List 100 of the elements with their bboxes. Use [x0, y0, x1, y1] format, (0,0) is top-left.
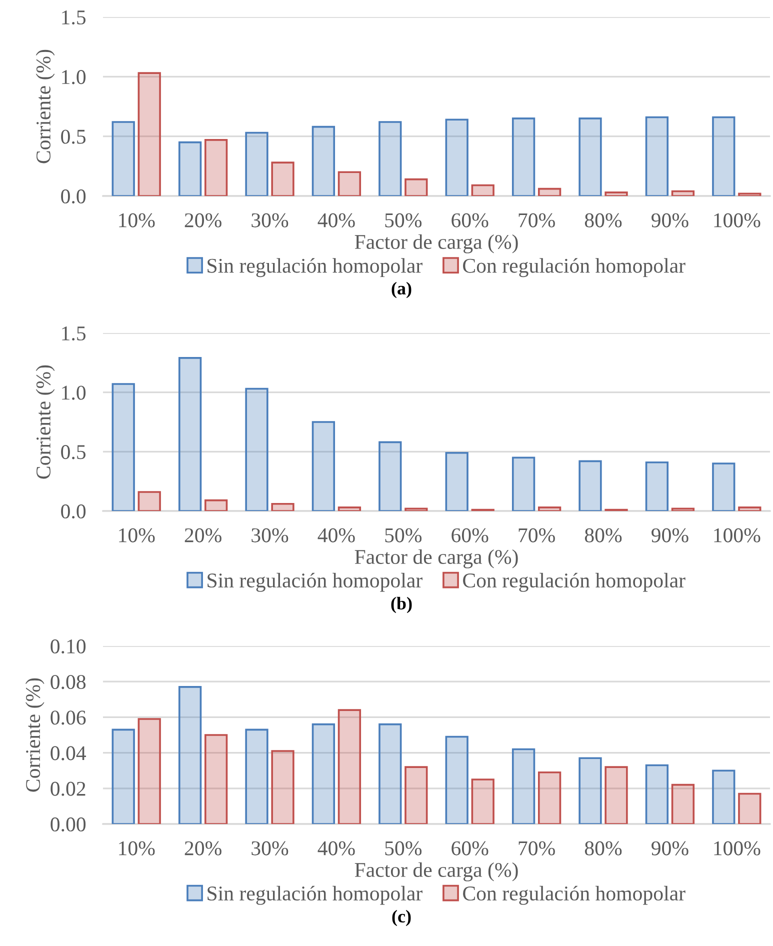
- x-tick-label: 10%: [119, 213, 155, 228]
- x-tick-label: 20%: [184, 841, 222, 856]
- legend-label: Sin regulación homopolar: [208, 886, 422, 905]
- y-tick-label: 0.08: [50, 674, 86, 690]
- y-tick-label: 0.5: [61, 445, 86, 460]
- bar: [578, 757, 602, 824]
- x-tick-label: 100%: [714, 213, 760, 228]
- y-tick-label: 1.5: [62, 10, 86, 25]
- x-tick-label: 80%: [584, 213, 622, 228]
- legend-label: Sin regulación homopolar: [208, 258, 422, 278]
- bar: [512, 456, 536, 511]
- y-tick-label: 1.5: [62, 326, 86, 341]
- x-axis-title: Factor de carga (%): [354, 234, 518, 254]
- x-tick-label: 80%: [584, 528, 622, 542]
- legend-label: Sin regulación homopolar: [208, 572, 422, 592]
- y-tick-label: 0.06: [50, 710, 86, 725]
- y-tick-label: 0.02: [50, 782, 86, 796]
- text: (a): [392, 282, 412, 298]
- bar: [138, 72, 161, 196]
- bar: [312, 421, 336, 511]
- bar: [512, 748, 536, 824]
- y-tick-label: 0.5: [61, 130, 86, 144]
- bar: [445, 452, 468, 511]
- x-tick-label: 30%: [252, 841, 288, 856]
- x-tick-label: 90%: [652, 528, 688, 542]
- x-tick-label: 40%: [318, 841, 355, 856]
- bar: [338, 506, 362, 511]
- bar: [112, 121, 135, 196]
- bar: [245, 388, 268, 511]
- bar: [538, 506, 562, 511]
- bar: [645, 764, 669, 824]
- bar: [404, 766, 428, 824]
- y-axis-title: Corriente (%): [36, 365, 55, 479]
- bar: [671, 508, 695, 511]
- x-tick-label: 60%: [452, 528, 488, 542]
- bar: [578, 460, 602, 511]
- x-tick-label: 60%: [452, 841, 488, 856]
- bar: [178, 357, 202, 511]
- bar: [538, 771, 562, 824]
- bar: [271, 502, 294, 511]
- bar: [245, 132, 268, 196]
- x-tick-label: 100%: [714, 528, 760, 542]
- x-tick-label: 100%: [714, 841, 760, 856]
- bar: [738, 506, 762, 511]
- bar: [712, 462, 736, 511]
- y-tick-label: 0.0: [61, 189, 86, 204]
- legend-label: Con regulación homopolar: [463, 258, 686, 278]
- bar: [112, 383, 135, 511]
- bar: [404, 508, 428, 511]
- legend-label: Con regulación homopolar: [463, 886, 686, 905]
- bar: [178, 686, 202, 824]
- x-tick-label: 60%: [452, 213, 488, 228]
- x-tick-label: 50%: [385, 213, 422, 228]
- bar: [271, 162, 294, 196]
- bar: [338, 709, 362, 824]
- bar: [671, 190, 695, 196]
- bar: [645, 116, 669, 196]
- y-tick-label: 0.04: [50, 746, 86, 760]
- bar: [645, 461, 669, 511]
- bar: [378, 121, 402, 196]
- bar: [404, 178, 428, 196]
- y-axis-title: Corriente (%): [36, 50, 55, 164]
- x-axis-title: Factor de carga (%): [354, 862, 518, 882]
- bar: [471, 184, 494, 196]
- x-tick-label: 30%: [252, 213, 288, 228]
- y-tick-label: 0.0: [61, 504, 86, 519]
- bar: [112, 728, 135, 824]
- y-tick-label: 1.0: [62, 70, 86, 84]
- bar: [712, 770, 736, 824]
- x-axis-title: Factor de carga (%): [354, 549, 518, 568]
- bar: [578, 118, 602, 196]
- x-tick-label: 90%: [652, 841, 688, 856]
- bar: [378, 441, 402, 511]
- bar: [445, 736, 468, 824]
- bar: [512, 118, 536, 196]
- legend-label: Con regulación homopolar: [463, 572, 686, 592]
- bar: [204, 499, 228, 511]
- x-tick-label: 70%: [518, 841, 555, 856]
- text: (c): [392, 910, 411, 926]
- y-tick-label: 0.00: [50, 817, 86, 832]
- bar: [445, 118, 468, 196]
- x-tick-label: 20%: [184, 213, 222, 228]
- bar: [712, 116, 736, 196]
- bar: [312, 126, 336, 196]
- bar: [604, 766, 628, 824]
- x-tick-label: 50%: [385, 841, 422, 856]
- x-tick-label: 30%: [252, 528, 288, 542]
- x-tick-label: 40%: [318, 213, 355, 228]
- text: (b): [391, 596, 412, 614]
- bar: [138, 718, 161, 824]
- bar: [138, 491, 161, 511]
- bar: [604, 192, 628, 196]
- bar: [538, 188, 562, 196]
- y-tick-label: 1.0: [62, 386, 86, 400]
- y-axis-title: Corriente (%): [25, 678, 44, 792]
- bar: [312, 723, 336, 824]
- y-tick-label: 0.10: [50, 639, 86, 654]
- bar: [471, 778, 494, 824]
- bar: [338, 171, 362, 196]
- bar: [738, 192, 762, 196]
